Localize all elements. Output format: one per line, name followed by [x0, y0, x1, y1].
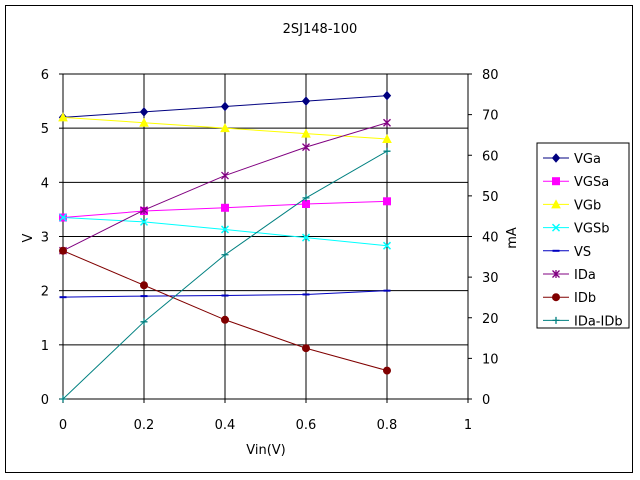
x-tick-label: 0.2: [134, 418, 155, 433]
legend-label: VS: [574, 245, 591, 260]
y-right-tick-label: 70: [482, 109, 499, 124]
data-point: [382, 133, 392, 143]
data-point: [140, 318, 148, 326]
data-point: [220, 123, 230, 133]
legend: VGa VGSa VGb VGSb VS IDa IDb IDa-IDb: [543, 152, 623, 329]
y-right-tick-label: 80: [482, 68, 499, 83]
y-axis-right-ticks: 0 10 20 30 40 50 60 70 80: [468, 68, 499, 408]
data-point: [221, 315, 229, 324]
data-point: [139, 107, 149, 117]
y-right-tick-label: 10: [482, 352, 499, 367]
legend-item: VGa: [543, 152, 601, 167]
data-point: [220, 225, 230, 234]
x-tick-label: 0.8: [377, 418, 398, 433]
data-point: [221, 171, 229, 180]
y-right-tick-label: 40: [482, 231, 499, 246]
data-point: [58, 213, 68, 222]
data-point: [139, 117, 149, 127]
x-axis-label: Vin(V): [246, 443, 286, 458]
data-point: [383, 118, 391, 127]
data-point: [383, 147, 391, 155]
y-right-tick-label: 50: [482, 190, 499, 205]
data-point: [140, 281, 148, 290]
y-right-tick-label: 0: [482, 393, 490, 408]
legend-swatch-marker: [552, 316, 560, 324]
y-right-tick-label: 60: [482, 149, 499, 164]
y-left-tick-label: 3: [41, 231, 49, 246]
y-left-tick-label: 1: [41, 339, 49, 354]
data-point: [58, 112, 68, 122]
data-point: [59, 246, 67, 255]
legend-label: IDa: [574, 268, 596, 283]
data-point: [221, 203, 229, 212]
data-point: [139, 217, 149, 226]
y-left-tick-label: 4: [41, 176, 49, 191]
data-point: [382, 90, 392, 101]
data-point: [301, 96, 311, 106]
data-point: [301, 233, 311, 242]
data-point: [301, 128, 311, 138]
y-right-tick-label: 30: [482, 271, 499, 286]
data-point: [59, 395, 67, 403]
legend-item: IDa-IDb: [543, 314, 623, 329]
legend-swatch-marker: [552, 293, 560, 302]
data-point: [302, 194, 310, 202]
y-axis-left-ticks: 0 1 2 3 4 5 6: [41, 68, 63, 408]
x-tick-label: 1: [464, 418, 472, 433]
legend-label: VGa: [574, 152, 601, 167]
data-point: [302, 143, 310, 152]
series-layer: [58, 90, 392, 403]
data-point: [302, 200, 310, 208]
chart-title: 2SJ148-100: [283, 22, 358, 37]
legend-item: VGSa: [543, 175, 609, 190]
legend-item: IDb: [543, 291, 596, 306]
legend-item: VGSb: [543, 222, 609, 237]
series-vga: [58, 90, 392, 123]
x-tick-label: 0: [59, 418, 67, 433]
legend-label: VGb: [574, 198, 601, 213]
x-tick-label: 0.6: [296, 418, 317, 433]
legend-label: IDa-IDb: [574, 314, 623, 329]
series-vgb: [58, 112, 392, 143]
y-axis-right-label: mA: [505, 227, 520, 249]
data-point: [140, 206, 148, 215]
series-ida-idb: [59, 147, 391, 403]
y-left-tick-label: 5: [41, 122, 49, 137]
data-point: [382, 241, 392, 250]
x-axis-ticks: 0 0.2 0.4 0.6 0.8 1: [59, 399, 472, 433]
y-left-tick-label: 6: [41, 68, 49, 83]
legend-swatch-marker: [551, 199, 561, 209]
data-point: [383, 197, 391, 206]
legend-swatch-marker: [552, 177, 560, 186]
legend-swatch-marker: [552, 270, 560, 278]
legend-item: IDa: [543, 268, 596, 283]
data-point: [383, 366, 391, 375]
series-vgsb: [58, 213, 392, 250]
series-vs: [59, 289, 391, 299]
data-point: [220, 101, 230, 112]
legend-label: IDb: [574, 291, 596, 306]
y-axis-left-label: V: [21, 233, 36, 242]
data-point: [302, 344, 310, 353]
legend-item: VGb: [543, 198, 601, 213]
legend-label: VGSb: [574, 222, 609, 237]
legend-label: VGSa: [574, 175, 609, 190]
data-point: [221, 251, 229, 259]
legend-swatch-marker: [551, 223, 561, 232]
y-left-tick-label: 0: [41, 393, 49, 408]
legend-item: VS: [543, 245, 591, 260]
legend-swatch-marker: [551, 153, 561, 163]
y-right-tick-label: 20: [482, 312, 499, 327]
x-tick-label: 0.4: [215, 418, 236, 433]
y-left-tick-label: 2: [41, 285, 49, 300]
series-idb: [59, 246, 391, 375]
